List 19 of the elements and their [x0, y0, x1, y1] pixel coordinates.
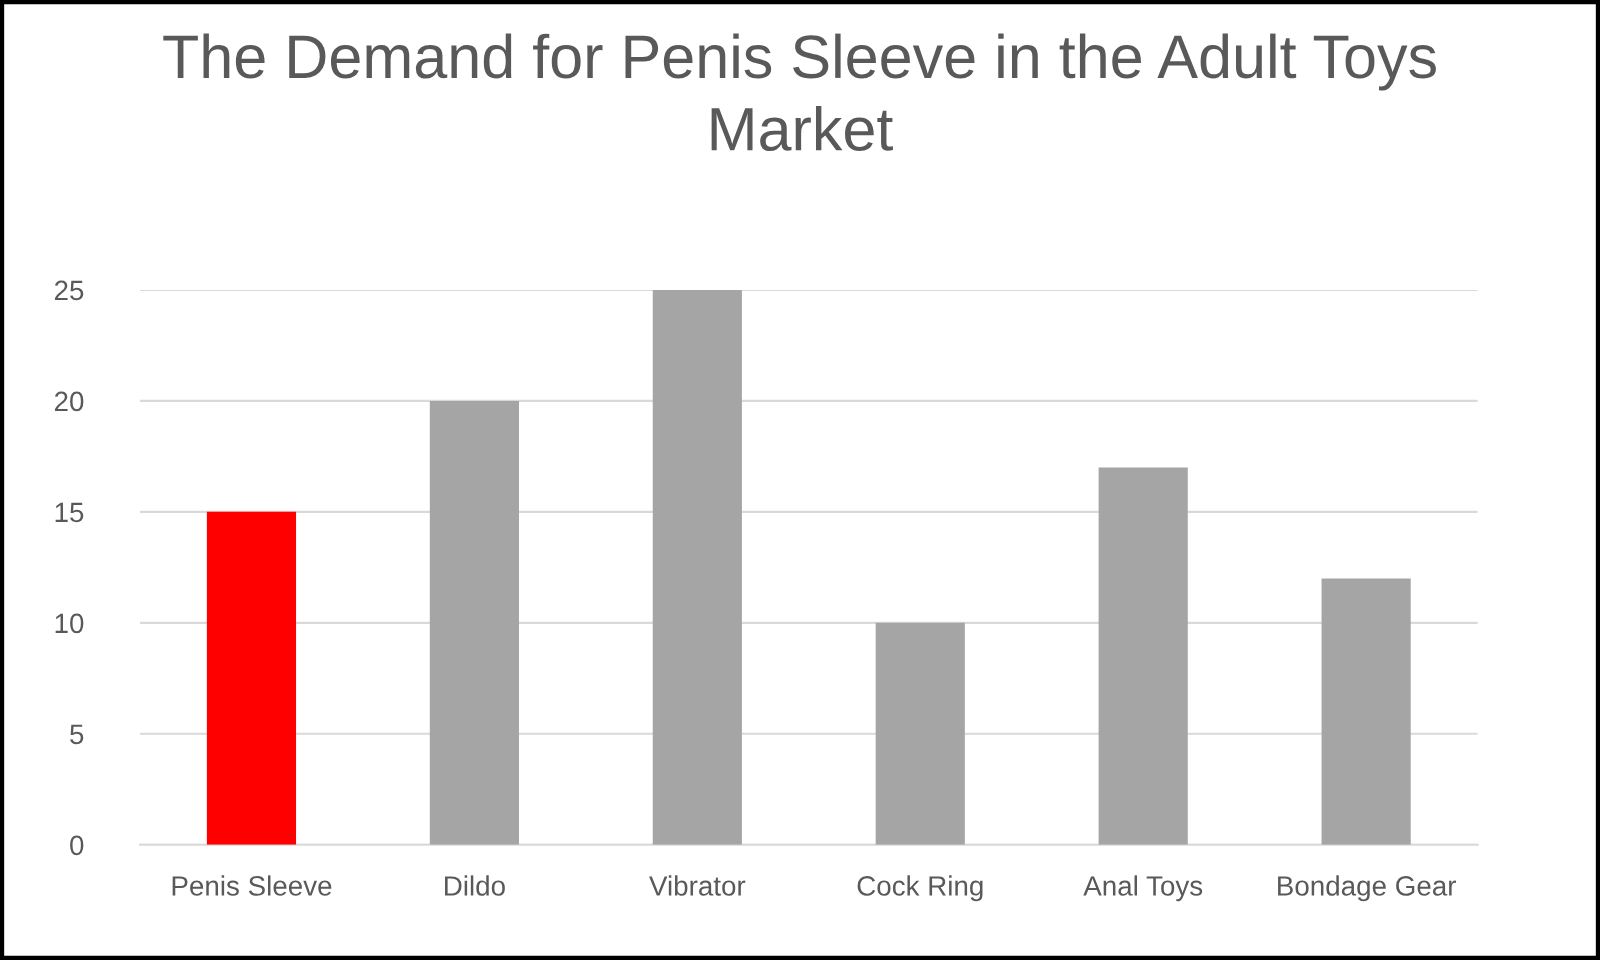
y-tick-label: 0: [70, 835, 84, 856]
bar: [206, 511, 297, 845]
chart-title: The Demand for Penis Sleeve in the Adult Toys Market: [163, 33, 1436, 151]
bar: [429, 400, 519, 845]
x-tick-label: Dildo: [445, 875, 505, 896]
x-tick-label: Vibrator: [649, 875, 746, 896]
y-tick-label: 20: [54, 391, 84, 412]
bar: [652, 289, 742, 845]
x-tick-label: Bondage Gear: [1278, 875, 1457, 902]
x-tick-label: Anal Toys: [1083, 875, 1203, 902]
y-tick-label: 15: [55, 502, 84, 523]
x-tick-label: Cock Ring: [857, 875, 983, 902]
bar: [1098, 467, 1188, 845]
y-tick-label: 5: [70, 724, 84, 745]
y-tick-label: 10: [55, 613, 84, 634]
bar: [875, 622, 965, 845]
y-tick-label: 25: [54, 280, 84, 301]
x-tick-label: Penis Sleeve: [172, 875, 332, 896]
bar: [1321, 578, 1411, 845]
